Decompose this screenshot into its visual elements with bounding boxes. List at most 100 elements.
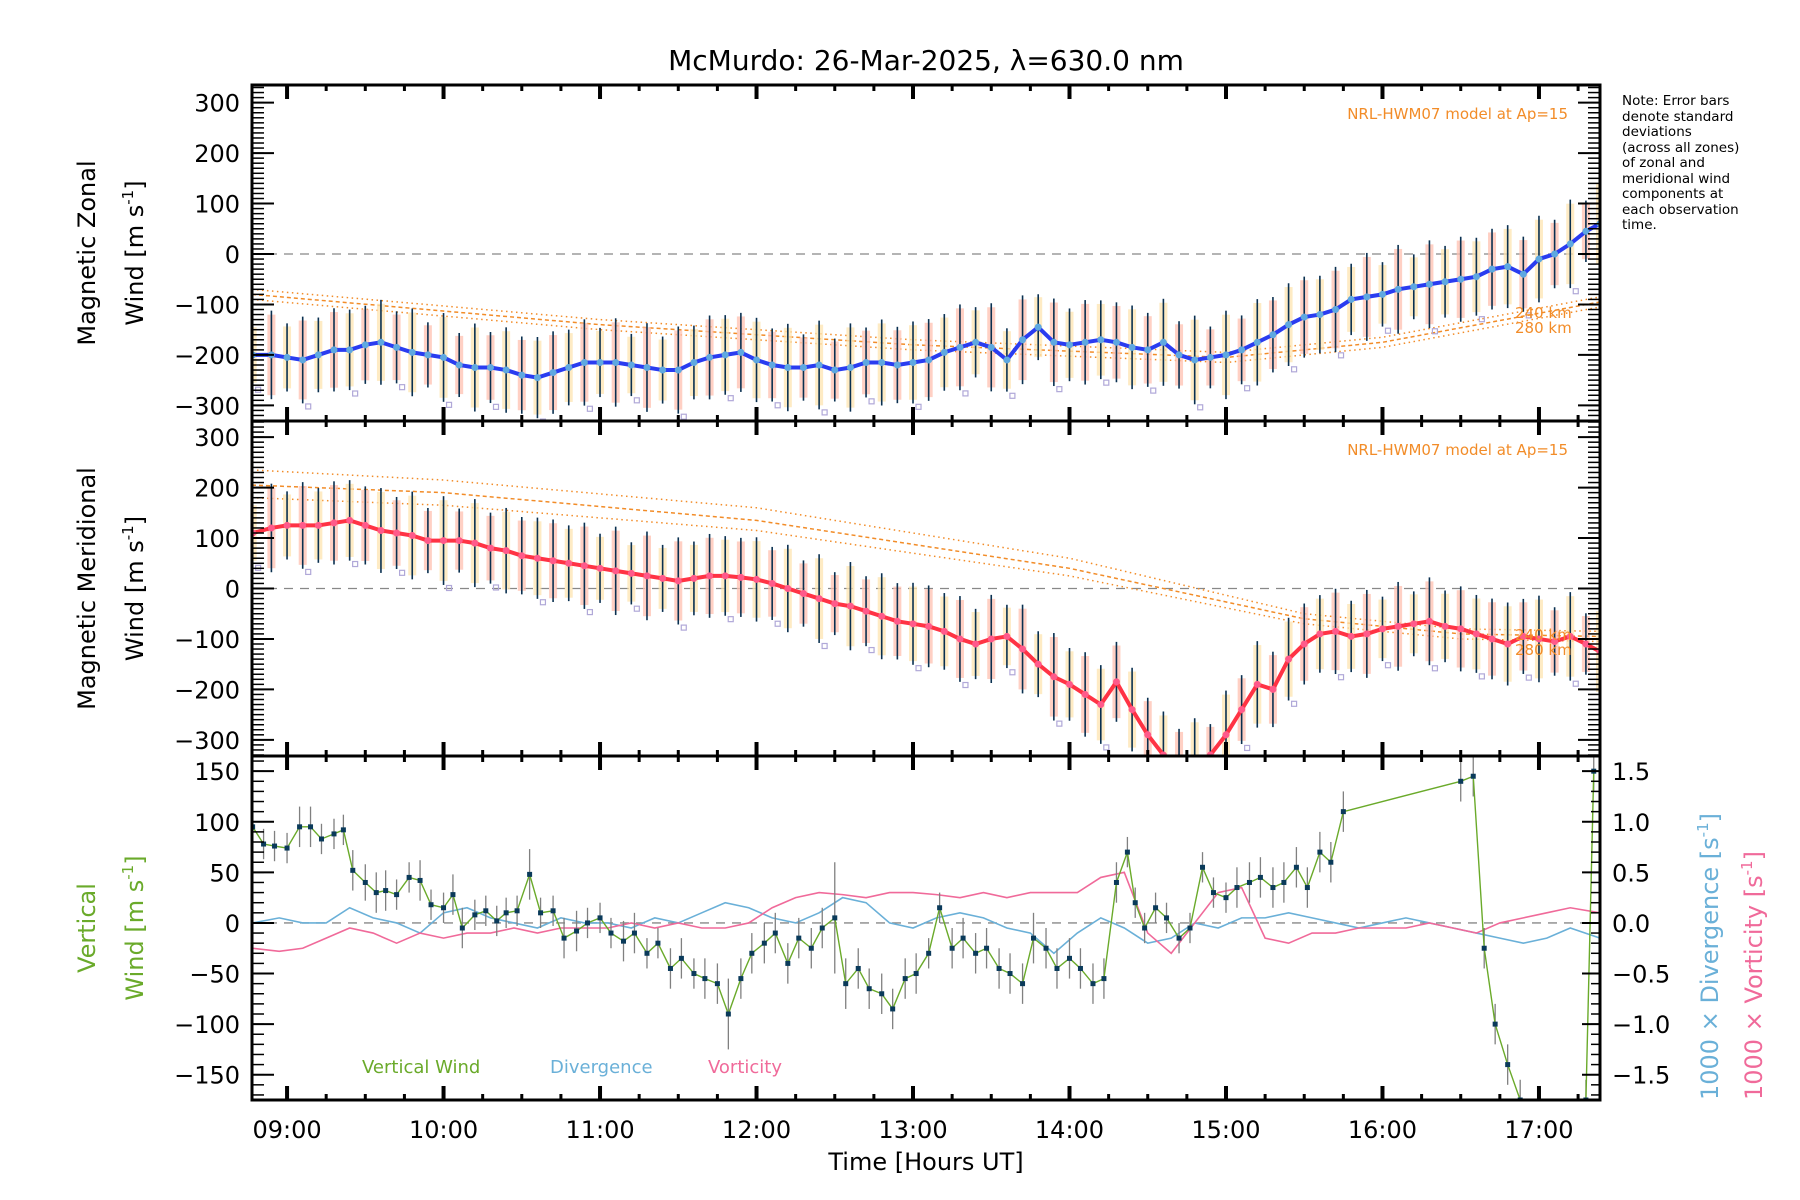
data-point xyxy=(1270,885,1276,891)
zone-point xyxy=(445,584,453,592)
zone-point xyxy=(915,665,922,672)
data-point xyxy=(346,346,354,354)
data-point xyxy=(1128,706,1136,714)
data-point xyxy=(1234,885,1240,891)
data-point xyxy=(455,537,463,545)
data-point xyxy=(643,572,651,580)
y-axis-title-line1: Vertical xyxy=(73,883,101,973)
data-point xyxy=(252,824,256,830)
data-point xyxy=(565,559,573,567)
data-point xyxy=(1003,356,1011,364)
zone-point xyxy=(680,413,687,420)
data-point xyxy=(862,607,870,615)
data-point xyxy=(815,595,823,603)
data-point xyxy=(1019,645,1027,653)
data-point xyxy=(514,908,520,914)
data-point xyxy=(1492,1021,1498,1027)
y-tick-label: 150 xyxy=(194,758,240,786)
data-point xyxy=(949,945,955,951)
data-point xyxy=(714,981,720,987)
y-tick-label: −100 xyxy=(174,291,240,319)
data-point xyxy=(1505,1062,1511,1068)
zone-point xyxy=(305,568,312,576)
data-point xyxy=(377,526,385,534)
data-point xyxy=(1054,965,1060,971)
data-point xyxy=(909,358,917,366)
zone-point xyxy=(1572,680,1579,687)
data-point xyxy=(518,552,526,560)
data-point xyxy=(1582,227,1590,235)
model-line xyxy=(252,298,1600,364)
data-point xyxy=(1097,701,1105,709)
y-axis-title-line2: Wind [m s-1] xyxy=(119,516,149,661)
data-point xyxy=(1206,353,1214,361)
data-point xyxy=(940,348,948,356)
data-point xyxy=(678,955,684,961)
zone-point xyxy=(1151,773,1156,778)
data-point xyxy=(272,843,278,849)
data-point xyxy=(972,338,980,346)
data-point xyxy=(1378,290,1386,298)
data-point xyxy=(784,585,792,592)
data-point xyxy=(1223,895,1229,901)
data-point xyxy=(424,351,432,359)
zone-point xyxy=(633,605,640,612)
y2-tick-label: 1.0 xyxy=(1612,809,1650,837)
data-point xyxy=(1328,859,1334,865)
data-point xyxy=(725,1011,731,1017)
data-point xyxy=(1187,925,1193,931)
data-point xyxy=(406,874,412,880)
data-point xyxy=(597,915,603,921)
data-point xyxy=(1246,879,1252,885)
data-point xyxy=(1081,338,1089,346)
data-point xyxy=(455,361,463,369)
legend-item-vertical-wind: Vertical Wind xyxy=(362,1057,480,1078)
y-tick-label: 300 xyxy=(194,90,240,118)
data-point xyxy=(768,361,776,369)
panel-vertical: Vertical Wind Divergence Vorticity 1.5 1.0 0.… xyxy=(73,754,1768,1102)
data-point xyxy=(1222,351,1230,359)
zone-point xyxy=(868,398,875,405)
panel-frame xyxy=(250,754,1602,1102)
data-point xyxy=(1269,331,1277,339)
data-point xyxy=(621,938,627,944)
data-point xyxy=(1176,759,1183,766)
data-point xyxy=(1066,341,1074,349)
y-tick-label: 100 xyxy=(194,525,240,553)
data-point xyxy=(1425,617,1433,625)
data-point xyxy=(612,567,620,575)
data-point xyxy=(1159,338,1167,346)
data-point xyxy=(331,831,337,837)
data-point xyxy=(408,348,416,356)
data-point xyxy=(1519,270,1527,278)
data-point xyxy=(1238,346,1246,354)
data-point xyxy=(440,537,448,545)
data-point xyxy=(1128,343,1136,351)
chart-title: McMurdo: 26-Mar-2025, λ=630.0 nm xyxy=(668,44,1184,77)
data-point xyxy=(832,915,838,921)
data-point xyxy=(1132,900,1138,906)
data-point xyxy=(909,620,917,628)
data-point xyxy=(846,364,854,372)
data-point xyxy=(1034,660,1042,668)
data-point xyxy=(361,521,369,529)
data-point xyxy=(749,950,755,956)
data-point xyxy=(1363,630,1371,638)
data-point xyxy=(799,364,807,372)
data-point xyxy=(627,361,635,369)
data-point xyxy=(1551,250,1559,258)
data-point xyxy=(483,908,489,914)
data-point xyxy=(893,361,901,369)
y-tick-label: −300 xyxy=(174,392,240,420)
y-tick-label: 200 xyxy=(194,140,240,168)
zone-point xyxy=(1103,744,1110,751)
zone-point xyxy=(539,418,547,421)
data-point xyxy=(1425,280,1433,288)
data-point xyxy=(472,912,478,918)
data-point xyxy=(314,521,322,529)
data-point xyxy=(377,338,385,346)
data-point xyxy=(596,358,604,366)
zone-point xyxy=(1478,673,1485,680)
data-point xyxy=(690,358,698,366)
data-point xyxy=(1200,864,1206,870)
